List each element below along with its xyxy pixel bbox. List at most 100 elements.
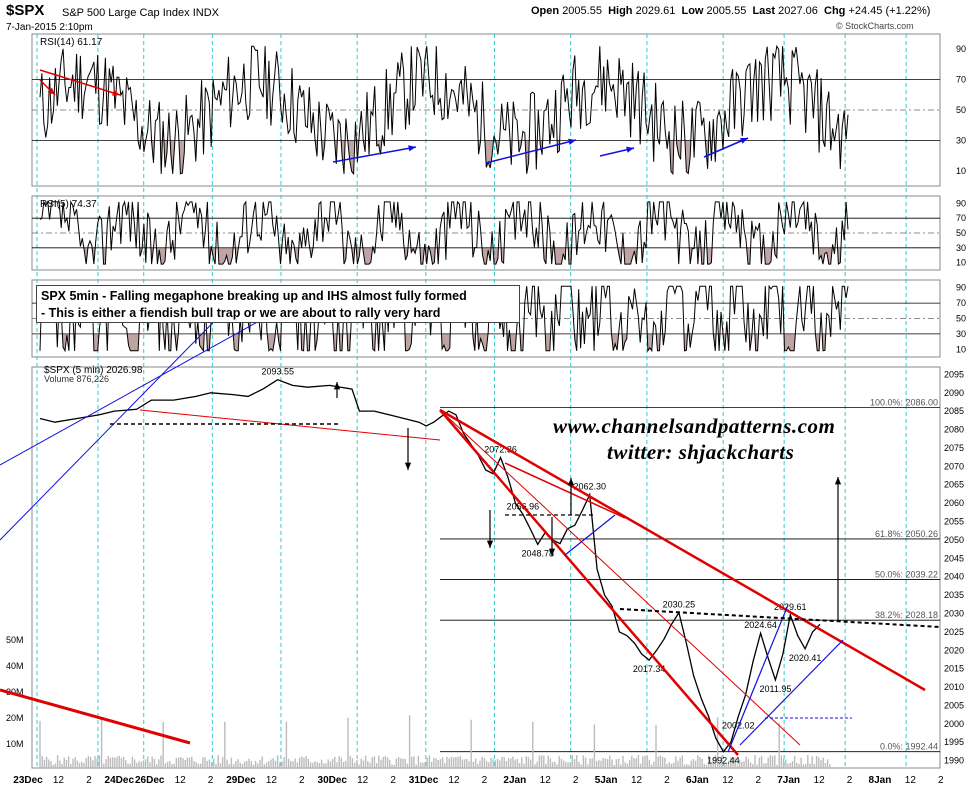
target-arrow-up-2-head xyxy=(834,477,842,485)
rsi-red-arrow-1-head xyxy=(112,89,120,96)
target-arrow-up-1-head xyxy=(567,478,575,486)
rsi2-y-tick-1: 70 xyxy=(956,298,966,308)
rsi-blue-arrow-2-head xyxy=(568,138,576,145)
note-line-1: SPX 5min - Falling megaphone breaking up… xyxy=(41,289,467,303)
price-y-tick-0: 2095 xyxy=(944,369,964,379)
price-y-tick-20: 1995 xyxy=(944,737,964,747)
high-value: 2029.61 xyxy=(635,5,676,17)
rsi0-oversold-fill xyxy=(40,140,848,174)
price-y-tick-8: 2055 xyxy=(944,517,964,527)
x-tick-label-19: 5Jan xyxy=(595,775,618,786)
price-y-tick-2: 2085 xyxy=(944,406,964,416)
price-y-tick-21: 1990 xyxy=(944,756,964,766)
blue-fan-line-2 xyxy=(0,314,271,466)
fib-label-0: 100.0%: 2086.00 xyxy=(870,397,938,407)
rsi1-y-tick-1: 70 xyxy=(956,213,966,223)
volume-tick-0: 50M xyxy=(6,635,24,645)
price-y-tick-18: 2005 xyxy=(944,700,964,710)
last-label: Last xyxy=(752,5,776,17)
x-tick-label-1: 12 xyxy=(53,775,65,786)
x-tick-label-2: 2 xyxy=(86,775,92,786)
x-tick-label-0: 23Dec xyxy=(13,775,43,786)
chart-datetime: 7-Jan-2015 2:10pm xyxy=(6,22,93,33)
x-tick-label-4: 26Dec xyxy=(135,775,165,786)
price-y-tick-11: 2040 xyxy=(944,572,964,582)
x-tick-label-28: 8Jan xyxy=(869,775,892,786)
fib-label-2: 50.0%: 2039.22 xyxy=(875,570,938,580)
x-tick-label-8: 12 xyxy=(266,775,278,786)
point-label-2030.25: 2030.25 xyxy=(663,600,696,610)
rsi0-title: RSI(14) 61.17 xyxy=(40,37,103,48)
x-tick-label-12: 2 xyxy=(390,775,396,786)
ihs-neckline xyxy=(619,608,941,628)
rsi1-y-tick-3: 30 xyxy=(956,243,966,253)
rsi-blue-arrow-2 xyxy=(485,139,577,164)
left-red-line xyxy=(0,688,191,745)
rsi1-y-tick-0: 90 xyxy=(956,198,966,208)
inner-red-line-2 xyxy=(139,409,441,441)
x-tick-label-29: 12 xyxy=(905,775,917,786)
rsi2-y-tick-0: 90 xyxy=(956,283,966,293)
rsi0-y-tick-2: 50 xyxy=(956,105,966,115)
chg-label: Chg xyxy=(824,5,846,17)
target-arrow-up-3-head xyxy=(333,382,341,390)
x-tick-label-20: 12 xyxy=(631,775,643,786)
ohlc-readout: Open 2005.55 High 2029.61 Low 2005.55 La… xyxy=(531,5,930,17)
rsi-red-arrow-1 xyxy=(39,69,121,96)
rsi2-y-tick-4: 10 xyxy=(956,344,966,354)
volume-label: Volume 876,226 xyxy=(44,374,109,384)
x-tick-label-24: 2 xyxy=(755,775,761,786)
x-tick-label-25: 7Jan xyxy=(777,775,800,786)
rsi-blue-arrow-4 xyxy=(703,137,749,158)
price-y-tick-3: 2080 xyxy=(944,425,964,435)
point-label-2093.55: 2093.55 xyxy=(261,367,294,377)
stockcharts-credit: © StockCharts.com xyxy=(836,21,914,31)
point-label-2024.64: 2024.64 xyxy=(744,620,777,630)
rsi0-line xyxy=(39,44,849,176)
blue-fan-line-1 xyxy=(0,294,241,541)
x-tick-label-9: 2 xyxy=(299,775,305,786)
rsi2-y-tick-2: 50 xyxy=(956,314,966,324)
volume-tick-4: 10M xyxy=(6,739,24,749)
blue-channel-2 xyxy=(739,639,844,746)
chg-value: +24.45 (+1.22%) xyxy=(848,5,931,17)
open-label: Open xyxy=(531,5,560,17)
megaphone-upper-line xyxy=(439,408,926,692)
blue-channel-3 xyxy=(564,514,616,556)
rsi-blue-arrow-1 xyxy=(332,146,417,163)
rsi1-y-tick-2: 50 xyxy=(956,228,966,238)
index-name: S&P 500 Large Cap Index INDX xyxy=(62,7,219,19)
high-label: High xyxy=(608,5,633,17)
x-tick-label-11: 12 xyxy=(357,775,369,786)
x-tick-label-7: 29Dec xyxy=(226,775,256,786)
price-y-tick-14: 2025 xyxy=(944,627,964,637)
rsi1-y-tick-4: 10 xyxy=(956,258,966,268)
panel-frame-3 xyxy=(31,366,941,769)
blue-channel-1 xyxy=(727,604,789,753)
symbol-title: $SPX xyxy=(6,2,45,19)
target-arrow-down-3-head xyxy=(548,548,556,556)
watermark-website: www.channelsandpatterns.com xyxy=(553,414,836,438)
fib-label-3: 38.2%: 2028.18 xyxy=(875,610,938,620)
rsi-blue-arrow-4-head xyxy=(740,138,748,144)
point-label-2017.34: 2017.34 xyxy=(633,664,666,674)
volume-tick-1: 40M xyxy=(6,661,24,671)
watermark-twitter: twitter: shjackcharts xyxy=(607,440,795,464)
point-label-2020.41: 2020.41 xyxy=(789,653,822,663)
point-label-1992.44: 1992.44 xyxy=(707,756,740,766)
channel-red-line xyxy=(504,462,626,519)
rsi1-title: RSI(5) 74.37 xyxy=(40,199,97,210)
x-tick-label-13: 31Dec xyxy=(409,775,439,786)
price-y-tick-16: 2015 xyxy=(944,664,964,674)
x-tick-label-22: 6Jan xyxy=(686,775,709,786)
price-y-tick-4: 2075 xyxy=(944,443,964,453)
exchange-label: INDX xyxy=(192,7,219,19)
rsi2-line xyxy=(39,284,849,353)
annotation-note: SPX 5min - Falling megaphone breaking up… xyxy=(36,285,520,323)
rsi0-y-tick-0: 90 xyxy=(956,44,966,54)
x-tick-label-30: 2 xyxy=(938,775,944,786)
index-name-text: S&P 500 Large Cap Index xyxy=(62,7,190,19)
fib-label-4: 0.0%: 1992.44 xyxy=(880,742,938,752)
